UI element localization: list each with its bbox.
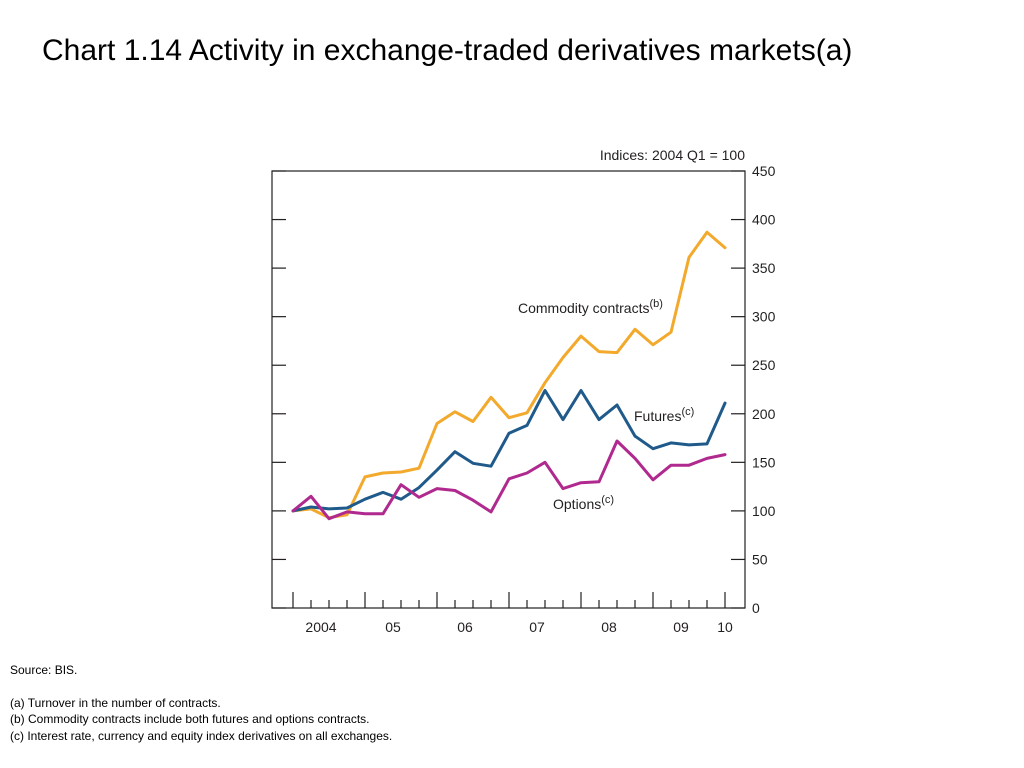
y-tick-label-7: 350 bbox=[752, 260, 776, 276]
series-line-futures bbox=[291, 389, 727, 513]
footnotes: Source: BIS. (a) Turnover in the number … bbox=[10, 662, 392, 744]
series-label-futures: Futures(c) bbox=[634, 406, 694, 424]
series-line-options bbox=[291, 439, 727, 521]
x-tick-label-6: 10 bbox=[717, 619, 733, 635]
x-tick-label-0: 2004 bbox=[305, 619, 336, 635]
x-tick-label-3: 07 bbox=[529, 619, 545, 635]
x-tick-label-2: 06 bbox=[457, 619, 473, 635]
source-note: Source: BIS. bbox=[10, 663, 78, 677]
series-label-commodity-contracts: Commodity contracts(b) bbox=[518, 298, 663, 316]
footnote-a: (a) Turnover in the number of contracts. bbox=[10, 695, 221, 710]
y-tick-label-1: 50 bbox=[752, 551, 768, 567]
x-axis: 2004 05 06 07 08 09 10 bbox=[292, 592, 733, 635]
plot-frame bbox=[271, 170, 746, 609]
series-lines bbox=[291, 230, 727, 521]
footnote-b: (b) Commodity contracts include both fut… bbox=[10, 712, 370, 726]
series-labels: Commodity contracts(b) Futures(c) Options(… bbox=[518, 298, 694, 512]
x-tick-label-5: 09 bbox=[673, 619, 689, 635]
series-label-options: Options(c) bbox=[553, 494, 614, 512]
derivatives-line-chart: Indices: 2004 Q1 = 100 05010015020025030… bbox=[271, 147, 776, 635]
y-tick-label-4: 200 bbox=[752, 406, 776, 422]
footnote-c: (c) Interest rate, currency and equity i… bbox=[10, 728, 393, 743]
y-tick-label-5: 250 bbox=[752, 357, 776, 373]
y-tick-label-0: 0 bbox=[752, 600, 760, 616]
y-tick-label-8: 400 bbox=[752, 212, 776, 228]
y-tick-label-3: 150 bbox=[752, 454, 776, 470]
y-tick-label-6: 300 bbox=[752, 309, 776, 325]
x-tick-label-4: 08 bbox=[601, 619, 617, 635]
x-tick-label-1: 05 bbox=[385, 619, 401, 635]
y-axis-unit-label: Indices: 2004 Q1 = 100 bbox=[600, 147, 745, 163]
y-axis: 0 50 100 150 200 250 300 350 400 450 bbox=[272, 163, 776, 616]
series-line-commodity-contracts bbox=[291, 230, 727, 520]
y-tick-label-9: 450 bbox=[752, 163, 776, 179]
y-tick-label-2: 100 bbox=[752, 503, 776, 519]
page-title: Chart 1.14 Activity in exchange-traded d… bbox=[42, 34, 853, 67]
